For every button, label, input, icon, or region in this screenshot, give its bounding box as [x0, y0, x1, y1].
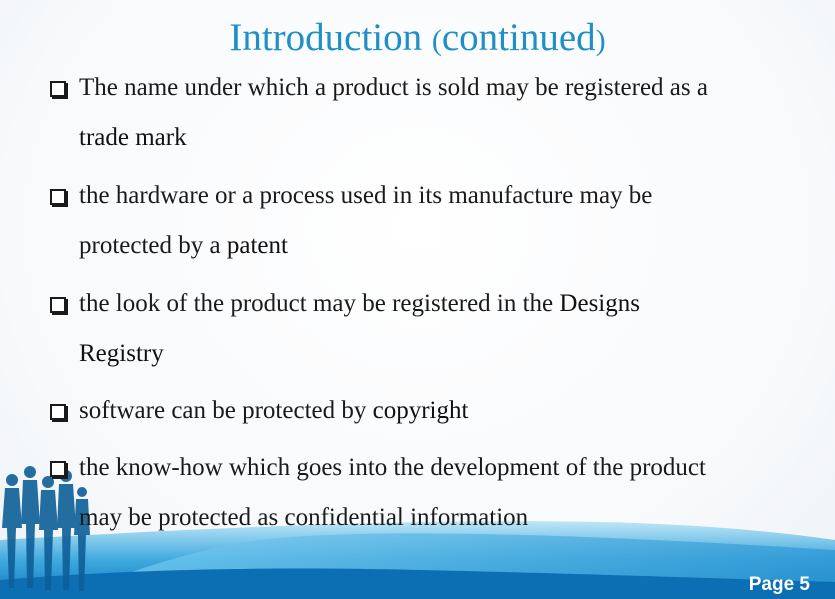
title-continued: continued	[441, 16, 596, 59]
checkbox-square-icon	[50, 189, 66, 205]
bullet-text: software can be protected by	[79, 397, 373, 424]
bullet-emphasis: Designs	[559, 290, 640, 317]
bullet-text-line1: software can be protected by copyright	[79, 396, 468, 426]
slide-title: Introduction (continued)	[0, 10, 835, 69]
bullet-text: the know-how which goes into the develop…	[79, 454, 706, 481]
bullet-emphasis: Registry	[79, 340, 164, 367]
checkbox-square-icon	[50, 461, 66, 477]
title-paren-open: (	[431, 24, 442, 57]
bullet-text: The name under which a product is sold m…	[79, 74, 708, 101]
bullet-text: protected by a	[79, 232, 227, 259]
title-main: Introduction	[229, 16, 423, 59]
bullet-text: may be protected as confidential informa…	[79, 504, 529, 531]
bullet-emphasis: copyright	[372, 397, 469, 424]
bullet-emphasis: patent	[226, 232, 288, 259]
footer-wave-decoration	[0, 521, 835, 599]
checkbox-square-icon	[50, 404, 66, 420]
bullet-text-line1: the look of the product may be registere…	[79, 289, 640, 319]
bullet-text: the look of the product may be registere…	[79, 290, 560, 317]
checkbox-square-icon	[50, 297, 66, 313]
title-paren-close: )	[595, 24, 606, 57]
checkbox-square-icon	[50, 81, 66, 97]
bullet-emphasis: trade mark	[79, 124, 187, 151]
business-people-icon	[2, 466, 90, 591]
bullet-text-line2: protected by a patent	[79, 231, 288, 261]
page-number: Page 5	[748, 574, 810, 595]
bullet-text: the hardware or a process used in its ma…	[79, 182, 653, 209]
